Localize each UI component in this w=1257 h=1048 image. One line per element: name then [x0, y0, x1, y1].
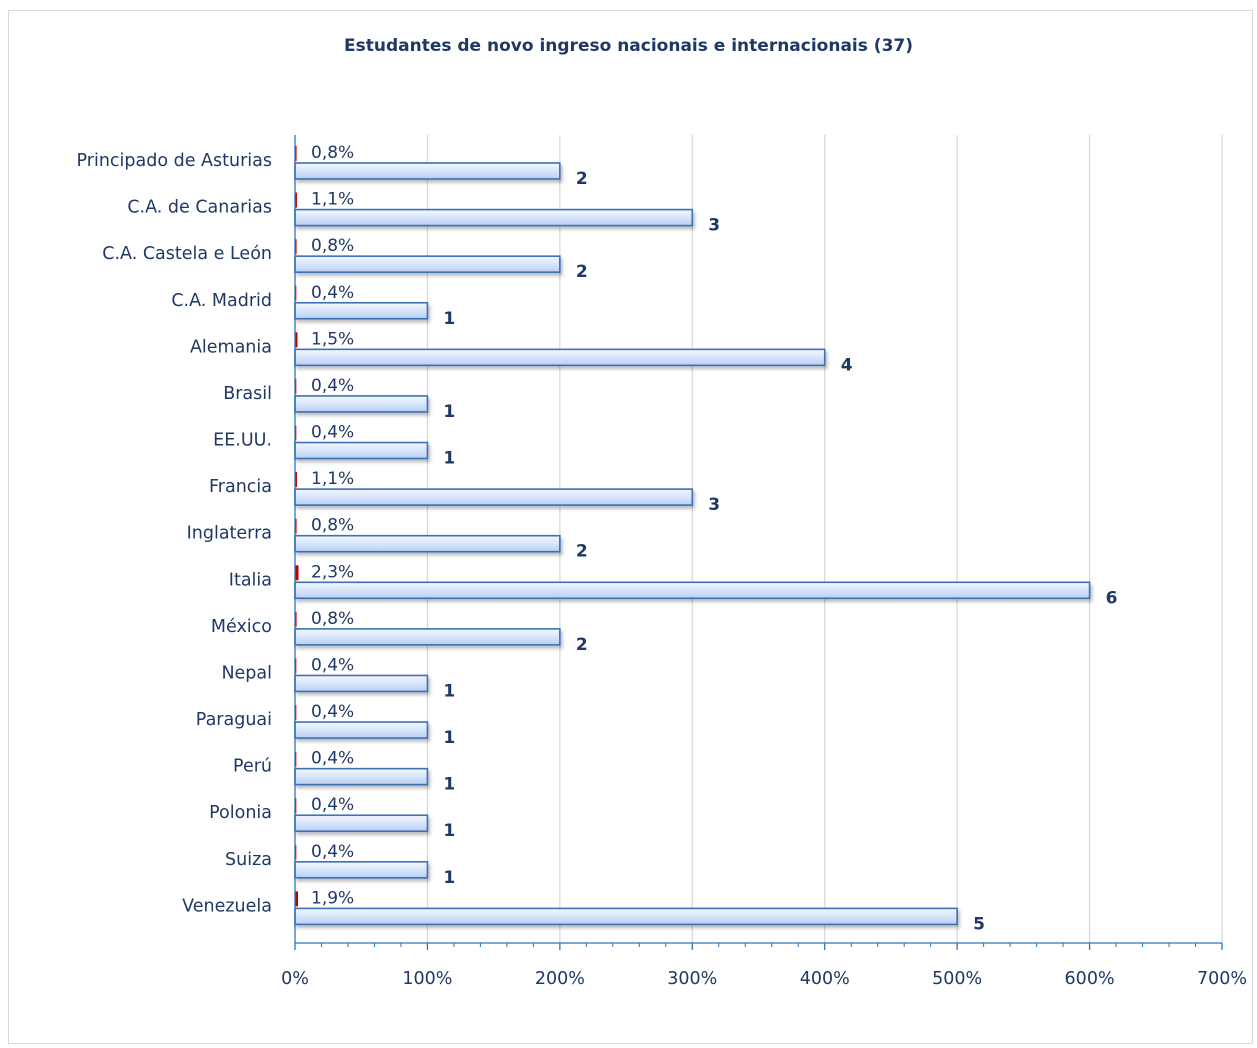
percent-data-label: 0,4%: [311, 842, 354, 862]
x-tick-label: 500%: [932, 969, 982, 989]
labels: Principado de Asturias 0,8% 2 C.A. de Canar…: [77, 143, 1118, 934]
count-bar: [294, 907, 958, 926]
count-bar: [294, 861, 429, 879]
count-data-label: 1: [443, 449, 455, 469]
percent-data-label: 1,1%: [311, 469, 354, 489]
percent-data-label: 0,4%: [311, 283, 354, 303]
percent-bar: [295, 844, 297, 860]
x-tick-label: 100%: [402, 969, 452, 989]
percent-data-label: 0,4%: [311, 376, 354, 396]
percent-bar: [295, 472, 297, 488]
count-data-label: 1: [443, 309, 455, 329]
count-bar: [294, 534, 561, 553]
count-data-label: 1: [443, 821, 455, 841]
count-bar: [294, 721, 429, 739]
count-data-label: 1: [443, 728, 455, 748]
percent-bar: [295, 332, 298, 348]
percent-data-label: 2,3%: [311, 562, 354, 582]
count-bar: [294, 255, 561, 273]
category-label: México: [211, 617, 272, 637]
percent-data-label: 0,4%: [311, 423, 354, 443]
count-data-label: 2: [576, 635, 588, 655]
x-tick-label: 400%: [800, 969, 850, 989]
percent-bar: [295, 192, 297, 208]
percent-bar: [295, 798, 297, 814]
count-bar: [294, 441, 429, 460]
count-data-label: 1: [443, 868, 455, 888]
bars: [294, 146, 1091, 926]
count-bar: [294, 767, 429, 786]
percent-data-label: 0,8%: [311, 143, 354, 163]
count-data-label: 1: [443, 402, 455, 422]
percent-data-label: 0,4%: [311, 702, 354, 722]
x-tick-label: 300%: [667, 969, 717, 989]
chart-frame: [8, 10, 1253, 1044]
percent-data-label: 1,5%: [311, 329, 354, 349]
category-label: C.A. de Canarias: [127, 198, 272, 218]
count-bar: [294, 208, 694, 227]
percent-data-label: 1,1%: [311, 190, 354, 210]
count-bar: [294, 395, 429, 413]
count-data-label: 2: [576, 262, 588, 282]
count-data-label: 3: [708, 495, 720, 515]
percent-bar: [295, 425, 297, 441]
percent-bar: [295, 285, 297, 301]
count-bar: [294, 488, 694, 506]
percent-bar: [295, 518, 297, 534]
category-label: Venezuela: [182, 896, 272, 916]
category-label: Perú: [233, 757, 272, 777]
chart-title: Estudantes de novo ingreso nacionais e i…: [343, 36, 913, 56]
count-data-label: 2: [576, 169, 588, 189]
count-data-label: 1: [443, 775, 455, 795]
count-data-label: 6: [1106, 588, 1118, 608]
count-data-label: 4: [841, 355, 853, 375]
percent-bar: [295, 146, 297, 161]
count-bar: [294, 162, 561, 180]
percent-data-label: 0,4%: [311, 749, 354, 769]
count-data-label: 1: [443, 681, 455, 701]
category-label: Paraguai: [196, 710, 272, 730]
x-tick-label: 0%: [281, 969, 309, 989]
count-bar: [294, 301, 429, 320]
count-bar: [294, 348, 826, 367]
category-label: EE.UU.: [213, 431, 272, 451]
percent-bar: [295, 378, 297, 394]
x-axis: 0% 100% 200% 300% 400% 500% 600% 700%: [281, 135, 1247, 989]
percent-bar: [295, 891, 299, 907]
percent-data-label: 1,9%: [311, 888, 354, 908]
percent-bar: [295, 751, 297, 767]
category-label: Italia: [229, 570, 272, 590]
percent-bar: [295, 611, 297, 627]
count-bar: [294, 674, 429, 693]
percent-bar: [295, 658, 297, 674]
category-label: Brasil: [223, 384, 272, 404]
percent-data-label: 0,8%: [311, 609, 354, 629]
category-label: C.A. Madrid: [171, 291, 272, 311]
percent-bar: [295, 565, 299, 581]
category-label: Alemania: [190, 337, 272, 357]
category-label: Polonia: [209, 803, 272, 823]
category-label: Principado de Asturias: [77, 151, 272, 171]
count-data-label: 5: [973, 914, 985, 934]
percent-data-label: 0,8%: [311, 516, 354, 536]
count-data-label: 3: [708, 216, 720, 236]
count-bar: [294, 628, 561, 646]
percent-data-label: 0,4%: [311, 795, 354, 815]
category-label: Inglaterra: [187, 524, 272, 544]
count-data-label: 2: [576, 542, 588, 562]
percent-bar: [295, 705, 297, 721]
x-tick-label: 600%: [1065, 969, 1115, 989]
x-tick-label: 700%: [1197, 969, 1247, 989]
category-label: Francia: [209, 477, 272, 497]
category-label: C.A. Castela e León: [102, 244, 272, 264]
category-label: Suiza: [225, 850, 272, 870]
x-tick-label: 200%: [535, 969, 585, 989]
count-bar: [294, 581, 1091, 600]
percent-data-label: 0,8%: [311, 236, 354, 256]
percent-data-label: 0,4%: [311, 655, 354, 675]
percent-bar: [295, 239, 297, 255]
category-label: Nepal: [221, 663, 272, 683]
count-bar: [294, 814, 429, 833]
